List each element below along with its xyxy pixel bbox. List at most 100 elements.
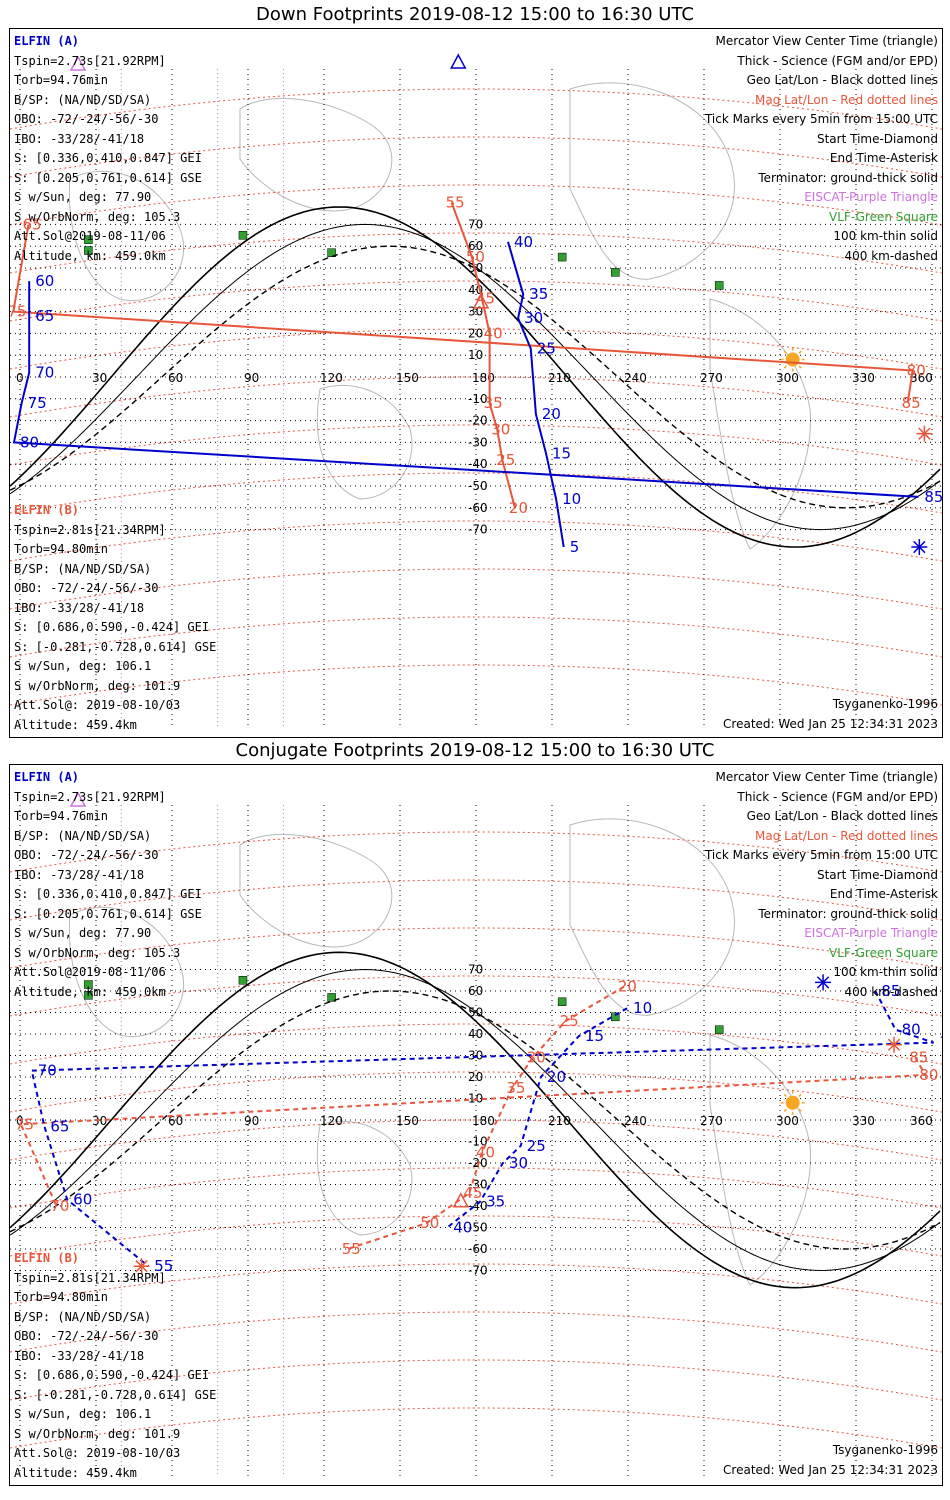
orbit-time-label: 35 <box>506 1079 525 1097</box>
elfin-a-info: ELFIN (A) Tspin=2.73s[21.92RPM] Torb=94.… <box>14 32 202 266</box>
lat-tick-label: -40 <box>468 457 488 471</box>
terminator-line <box>10 951 941 1289</box>
terminator-line <box>10 990 941 1250</box>
info-line: Att.Sol@2019-08-11/06 <box>14 965 166 979</box>
info-line: S: [0.205,0.761,0.614] GSE <box>14 170 202 185</box>
info-line: S: [-0.281,-0.728,0.614] GSE <box>14 1387 217 1402</box>
legend-line: Mercator View Center Time (triangle) <box>715 34 938 48</box>
vlf-station-marker <box>238 976 248 985</box>
terminator-line <box>10 206 941 548</box>
elfin-a-header: ELFIN (A) <box>14 34 80 48</box>
mag-lat-line <box>10 1263 942 1305</box>
terminator-line <box>10 968 941 1272</box>
elfin-b-header: ELFIN (B) <box>14 503 80 517</box>
vlf-station-marker <box>84 235 93 244</box>
info-line: S w/OrbNorm, deg: 101.9 <box>14 1426 181 1441</box>
info-line: IBO: -73/28/-41/18 <box>14 867 145 882</box>
legend-line: Terminator: ground-thick solid <box>758 170 938 185</box>
model-credit: Tsyganenko-1996 <box>832 697 938 711</box>
orbit-time-label: 25 <box>527 1137 546 1155</box>
info-line: Att.Sol@: 2019-08-10/03 <box>14 1446 181 1460</box>
coastline-shape <box>709 1034 811 1286</box>
mag-lat-line <box>10 280 942 322</box>
mag-lat-line <box>10 1215 942 1257</box>
mag-lat-line <box>10 184 942 226</box>
lon-tick-label: 180 <box>472 371 495 385</box>
info-line: OBO: -72/-24/-56/-30 <box>14 581 159 595</box>
coastline-shape <box>709 298 811 550</box>
orbit-time-label: 75 <box>940 1034 942 1052</box>
elfin-a-info: ELFIN (A) Tspin=2.73s[21.92RPM] Torb=94.… <box>14 768 202 1002</box>
orbit-time-label: 80 <box>902 1021 921 1039</box>
lon-tick-label: 240 <box>624 371 647 385</box>
lon-tick-label: 330 <box>852 1114 875 1128</box>
geo-grid <box>10 69 942 729</box>
info-line: Altitude: 459.4km <box>14 1465 137 1480</box>
legend-line: 100 km-thin solid <box>833 965 938 979</box>
lon-tick-label: 270 <box>700 1114 723 1128</box>
orbit-time-label: 30 <box>509 1154 528 1172</box>
legend-line: 400 km-dashed <box>844 984 938 999</box>
mag-lat-line <box>10 1023 942 1065</box>
orbit-time-label: 55 <box>446 194 465 212</box>
view-center-triangle <box>452 1192 470 1208</box>
mag-lat-line <box>10 424 942 466</box>
orbit-time-label: 25 <box>560 1012 579 1030</box>
map-legend: Mercator View Center Time (triangle) Thi… <box>705 768 938 1002</box>
orbit-time-label: 80 <box>20 433 39 451</box>
info-line: Torb=94.76min <box>14 73 108 87</box>
orbit-time-label: 60 <box>73 1191 92 1209</box>
mag-lat-line <box>10 1071 942 1113</box>
info-line: OBO: -72/-24/-56/-30 <box>14 112 159 126</box>
orbit-time-label: 30 <box>527 1049 546 1067</box>
legend-line: Mercator View Center Time (triangle) <box>715 770 938 784</box>
coastline-shape <box>239 833 393 948</box>
end-time-asterisk <box>916 425 933 442</box>
map-footer: Tsyganenko-1996 Created: Wed Jan 25 12:3… <box>723 695 938 734</box>
vlf-station-marker <box>611 1012 620 1022</box>
lon-tick-label: 90 <box>244 371 259 385</box>
info-line: Torb=94.76min <box>14 809 108 823</box>
view-center-triangle <box>69 791 87 807</box>
lat-tick-label: 70 <box>468 217 483 231</box>
lon-tick-label: 60 <box>168 371 183 385</box>
lon-tick-label: 120 <box>320 1114 343 1128</box>
sun-ray <box>783 365 787 369</box>
lon-tick-label: 270 <box>700 371 723 385</box>
lon-tick-label: 360 <box>910 371 933 385</box>
vlf-station-marker <box>557 997 567 1006</box>
info-line: S: [0.336,0.410,0.847] GEI <box>14 887 202 901</box>
orbit-time-label: 65 <box>35 307 54 325</box>
info-line: Altitude, km: 459.0km <box>14 248 166 263</box>
view-center-triangle <box>472 293 490 309</box>
orbit-time-label: 55 <box>342 1240 361 1258</box>
view-center-triangle <box>69 55 87 71</box>
sun-ray <box>783 1108 787 1112</box>
info-line: B/SP: (NA/ND/SD/SA) <box>14 1309 152 1324</box>
coastline-shape <box>68 170 185 301</box>
orbit-time-label: 40 <box>484 324 503 342</box>
info-line: S: [0.686,0.590,-0.424] GEI <box>14 1368 210 1382</box>
map-canvas: 0 30 60 90 120 150 180 210 240 270 300 330 360706050… <box>10 791 942 1477</box>
lat-tick-label: -50 <box>468 1221 488 1235</box>
legend-line: Start Time-Diamond <box>816 131 938 146</box>
sun-ray <box>798 1093 802 1097</box>
sun-ray <box>798 365 802 369</box>
orbit-track-red <box>450 202 516 509</box>
orbit-time-label: 75 <box>10 303 26 321</box>
legend-line: EISCAT-Purple Triangle <box>804 926 938 940</box>
orbit-time-label: 20 <box>542 405 561 423</box>
lat-tick-label: -40 <box>468 1199 488 1213</box>
info-line: Tspin=2.73s[21.92RPM] <box>14 789 166 804</box>
orbit-time-label: 85 <box>881 982 900 1000</box>
mag-lat-line <box>10 1119 942 1161</box>
info-line: Tspin=2.81s[21.34RPM] <box>14 1270 166 1285</box>
mag-lat-line <box>10 520 942 562</box>
mag-grid <box>10 88 942 706</box>
info-line: S: [0.205,0.761,0.614] GSE <box>14 906 202 921</box>
elfin-b-info: ELFIN (B) Tspin=2.81s[21.34RPM] Torb=94.… <box>14 1249 216 1483</box>
mag-lat-line <box>10 472 942 514</box>
lat-tick-label: 10 <box>468 348 483 362</box>
lon-tick-label: 120 <box>320 371 343 385</box>
lon-tick-label: 180 <box>472 1114 495 1128</box>
